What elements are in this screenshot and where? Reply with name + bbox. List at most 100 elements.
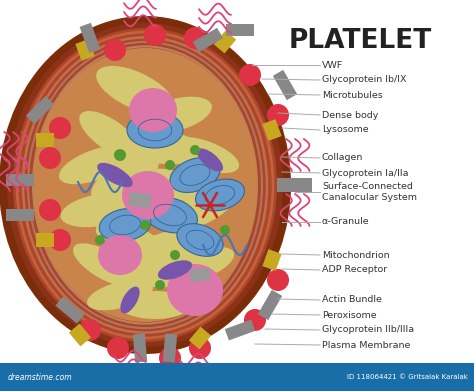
Ellipse shape xyxy=(119,291,191,319)
FancyBboxPatch shape xyxy=(273,70,297,100)
Ellipse shape xyxy=(95,235,105,245)
Ellipse shape xyxy=(39,199,61,221)
Ellipse shape xyxy=(125,132,205,164)
Ellipse shape xyxy=(167,264,223,316)
Ellipse shape xyxy=(190,145,200,155)
FancyBboxPatch shape xyxy=(189,326,211,350)
Ellipse shape xyxy=(59,146,131,184)
Ellipse shape xyxy=(39,147,61,169)
Text: α-Granule: α-Granule xyxy=(322,217,370,226)
Ellipse shape xyxy=(140,220,150,230)
FancyBboxPatch shape xyxy=(26,96,54,124)
FancyBboxPatch shape xyxy=(75,39,95,61)
Ellipse shape xyxy=(158,260,192,280)
Text: Collagen: Collagen xyxy=(322,154,364,163)
Ellipse shape xyxy=(197,149,223,172)
Ellipse shape xyxy=(138,97,212,133)
Ellipse shape xyxy=(79,319,101,341)
FancyBboxPatch shape xyxy=(6,209,34,221)
FancyBboxPatch shape xyxy=(277,178,312,192)
Text: Peroxisome: Peroxisome xyxy=(322,310,377,319)
FancyBboxPatch shape xyxy=(262,249,282,271)
Ellipse shape xyxy=(96,66,174,114)
FancyBboxPatch shape xyxy=(36,133,54,147)
Ellipse shape xyxy=(143,197,197,233)
Ellipse shape xyxy=(7,23,283,347)
Ellipse shape xyxy=(120,287,140,314)
Ellipse shape xyxy=(73,243,137,287)
Ellipse shape xyxy=(184,27,206,49)
Ellipse shape xyxy=(96,221,164,259)
Text: Plasma Membrane: Plasma Membrane xyxy=(322,341,410,350)
Bar xyxy=(0,363,474,391)
Ellipse shape xyxy=(49,229,71,251)
Text: Glycoprotein Ib/IX: Glycoprotein Ib/IX xyxy=(322,75,407,84)
Text: Glycoprotein IIb/IIIa: Glycoprotein IIb/IIIa xyxy=(322,325,414,334)
Ellipse shape xyxy=(127,112,183,148)
Ellipse shape xyxy=(140,169,210,201)
Ellipse shape xyxy=(49,117,71,139)
Ellipse shape xyxy=(122,171,174,219)
Text: Actin Bundle: Actin Bundle xyxy=(322,296,382,305)
FancyBboxPatch shape xyxy=(36,233,54,247)
Ellipse shape xyxy=(137,229,212,261)
Ellipse shape xyxy=(87,280,153,310)
FancyBboxPatch shape xyxy=(128,191,152,209)
FancyBboxPatch shape xyxy=(225,319,255,341)
Ellipse shape xyxy=(170,158,220,192)
FancyBboxPatch shape xyxy=(163,334,177,362)
Text: Microtubules: Microtubules xyxy=(322,90,383,99)
Text: Mitochondrion: Mitochondrion xyxy=(322,251,390,260)
FancyBboxPatch shape xyxy=(190,268,210,282)
Ellipse shape xyxy=(189,337,211,359)
Ellipse shape xyxy=(33,48,257,322)
Ellipse shape xyxy=(244,309,266,331)
FancyBboxPatch shape xyxy=(214,30,236,54)
FancyBboxPatch shape xyxy=(133,334,147,362)
Text: Dense body: Dense body xyxy=(322,111,378,120)
Text: ADP Receptor: ADP Receptor xyxy=(322,265,387,274)
Ellipse shape xyxy=(104,39,126,61)
FancyBboxPatch shape xyxy=(69,324,91,346)
Ellipse shape xyxy=(155,280,165,290)
Ellipse shape xyxy=(196,179,245,211)
Ellipse shape xyxy=(165,160,175,170)
FancyBboxPatch shape xyxy=(193,28,223,52)
Ellipse shape xyxy=(99,209,151,241)
FancyBboxPatch shape xyxy=(6,174,34,186)
Text: ID 118064421 © Gritsalak Karalak: ID 118064421 © Gritsalak Karalak xyxy=(347,374,468,380)
Text: PLATELET: PLATELET xyxy=(288,28,432,54)
Ellipse shape xyxy=(159,347,181,369)
Ellipse shape xyxy=(114,149,126,161)
Ellipse shape xyxy=(144,24,166,46)
Ellipse shape xyxy=(113,253,197,287)
Ellipse shape xyxy=(13,28,277,342)
Ellipse shape xyxy=(0,16,291,354)
Ellipse shape xyxy=(171,137,239,173)
Ellipse shape xyxy=(177,224,223,256)
Text: Surface-Connected
Canalocular System: Surface-Connected Canalocular System xyxy=(322,182,417,202)
Text: Lysosome: Lysosome xyxy=(322,126,369,135)
Ellipse shape xyxy=(79,111,141,159)
Ellipse shape xyxy=(97,163,133,187)
Ellipse shape xyxy=(267,269,289,291)
FancyBboxPatch shape xyxy=(226,24,254,36)
Ellipse shape xyxy=(170,250,180,260)
Text: VWF: VWF xyxy=(322,61,343,70)
Ellipse shape xyxy=(91,154,159,201)
Ellipse shape xyxy=(267,104,289,126)
Ellipse shape xyxy=(107,337,129,359)
Text: dreamstime.com: dreamstime.com xyxy=(8,373,73,382)
Ellipse shape xyxy=(165,189,235,231)
Text: Glycoprotein Ia/IIa: Glycoprotein Ia/IIa xyxy=(322,169,409,178)
FancyBboxPatch shape xyxy=(55,296,84,324)
FancyBboxPatch shape xyxy=(80,23,100,53)
Ellipse shape xyxy=(220,225,230,235)
FancyBboxPatch shape xyxy=(258,290,282,320)
Ellipse shape xyxy=(239,64,261,86)
FancyBboxPatch shape xyxy=(262,119,282,141)
Ellipse shape xyxy=(61,193,139,227)
Ellipse shape xyxy=(129,88,177,132)
Ellipse shape xyxy=(98,235,142,275)
Ellipse shape xyxy=(166,247,234,283)
